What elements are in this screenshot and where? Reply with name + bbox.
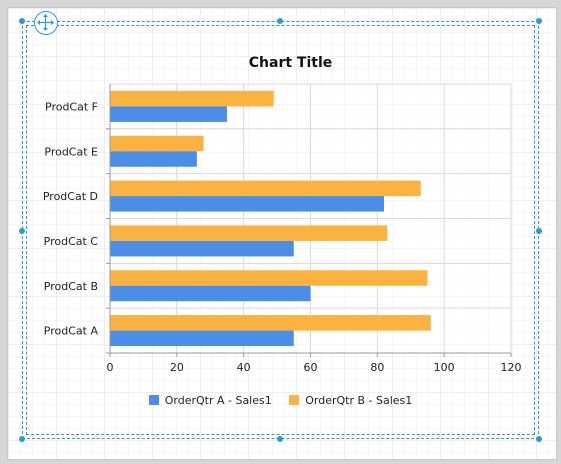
resize-handle-left[interactable] (19, 228, 25, 234)
legend-swatch-series-a (148, 395, 159, 405)
x-tick-label: 120 (501, 361, 522, 374)
resize-handle-bottom[interactable] (277, 436, 283, 442)
x-tick-label: 100 (434, 361, 455, 374)
resize-handle-bottom-right[interactable] (536, 436, 542, 442)
bar-series-b (110, 135, 204, 152)
x-tick-label: 80 (370, 361, 384, 374)
chart-title: Chart Title (248, 55, 333, 71)
legend-item-series-a: OrderQtr A - Sales1 (148, 394, 272, 407)
legend-label-series-b: OrderQtr B - Sales1 (305, 394, 413, 407)
resize-handle-bottom-left[interactable] (19, 436, 25, 442)
legend-label-series-a: OrderQtr A - Sales1 (164, 394, 272, 407)
category-label: ProdCat E (44, 145, 98, 158)
bar-series-a (110, 106, 227, 122)
bar-series-a (110, 240, 294, 257)
bar-series-a (110, 151, 197, 167)
resize-handle-right[interactable] (536, 228, 542, 234)
x-tick-label: 60 (304, 361, 318, 374)
resize-handle-top[interactable] (277, 18, 283, 24)
x-tick-label: 20 (170, 361, 184, 374)
x-tick-label: 0 (107, 361, 114, 374)
resize-handle-top-right[interactable] (536, 18, 542, 24)
selection-inner-border (26, 25, 535, 435)
bar-series-a (110, 196, 385, 212)
bar-series-b (110, 315, 431, 331)
bar-series-b (110, 90, 274, 107)
legend-swatch-series-b (289, 395, 300, 405)
legend-item-series-b: OrderQtr B - Sales1 (289, 394, 412, 407)
bar-series-a (110, 285, 311, 302)
category-label: ProdCat B (44, 280, 98, 293)
chart-legend: OrderQtr A - Sales1 OrderQtr B - Sales1 (0, 394, 561, 407)
category-label: ProdCat C (44, 235, 99, 248)
bar-series-b (110, 225, 388, 241)
category-label: ProdCat D (43, 190, 98, 203)
x-tick-label: 40 (237, 361, 251, 374)
category-label: ProdCat A (44, 325, 99, 338)
bar-series-b (110, 270, 428, 286)
category-label: ProdCat F (45, 100, 98, 113)
move-arrows-icon[interactable] (34, 11, 58, 35)
bar-series-b (110, 180, 421, 197)
resize-handle-top-left[interactable] (19, 18, 25, 24)
bar-series-a (110, 330, 294, 347)
